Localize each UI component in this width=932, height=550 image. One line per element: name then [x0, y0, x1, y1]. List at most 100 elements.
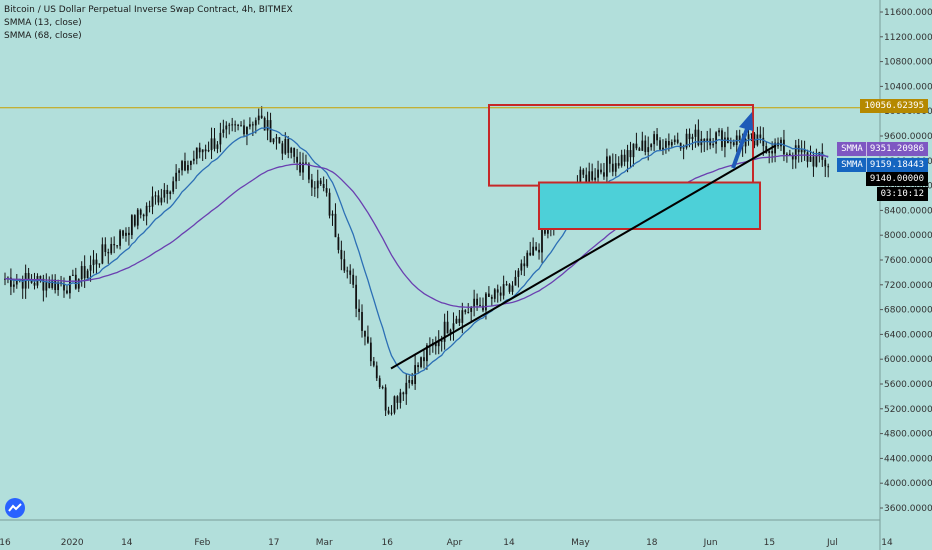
candle-body [225, 125, 228, 130]
candle-body [603, 172, 605, 177]
price-tick-label: 11200.00000 [884, 33, 932, 43]
indicator-smma-68[interactable]: SMMA (68, close) [4, 31, 82, 41]
tradingview-logo-icon[interactable] [5, 498, 25, 518]
candle-body [48, 282, 51, 288]
candle-body [744, 138, 747, 147]
time-tick-label: Apr [447, 538, 463, 548]
candle-body [361, 312, 363, 331]
candle-body [21, 279, 24, 289]
candle-body [387, 410, 390, 414]
candle-body [806, 152, 809, 162]
smma-68-tag-key: SMMA [841, 142, 867, 156]
time-tick-label: Feb [194, 538, 210, 548]
candle-body [381, 387, 384, 389]
indicator-smma-13[interactable]: SMMA (13, close) [4, 18, 82, 28]
chart-legend: Bitcoin / US Dollar Perpetual Inverse Sw… [4, 4, 293, 43]
candle-body [151, 196, 154, 207]
candle-body [187, 165, 189, 171]
candle-body [160, 197, 163, 203]
time-axis[interactable]: 16202014Feb17Mar16Apr14May18Jun15Jul14Au… [0, 519, 932, 548]
candle-body [762, 137, 765, 147]
candle-body [334, 213, 337, 238]
candle-body [266, 120, 269, 131]
candle-body [715, 132, 717, 144]
candle-body [538, 249, 540, 253]
candle-body [771, 151, 774, 154]
time-tick-label: Jul [826, 538, 838, 548]
candle-body [479, 304, 481, 306]
up-arrow-icon[interactable] [731, 112, 753, 169]
candle-body [597, 169, 599, 178]
candle-body [455, 318, 458, 324]
candle-body [234, 124, 237, 126]
candle-body [476, 298, 478, 305]
candle-body [349, 270, 352, 275]
candle-body [145, 205, 148, 217]
candle-body [281, 143, 284, 154]
trendline[interactable] [390, 144, 777, 370]
candle-body [617, 163, 620, 166]
candle-body [667, 141, 670, 146]
price-axis[interactable]: 11600.00000 11200.00000 10800.00000 10400.0… [879, 0, 932, 550]
candle-body [600, 169, 602, 173]
candle-body [358, 308, 360, 313]
candle-body [207, 150, 210, 152]
candle-body [582, 169, 585, 175]
candle-body [228, 124, 231, 126]
candle-body [92, 259, 95, 266]
candle-body [269, 120, 272, 143]
candle-body [251, 124, 254, 126]
last-price-tag: 9140.00000 [865, 172, 928, 186]
candle-body [343, 259, 346, 271]
candle-body [423, 357, 425, 362]
candles [4, 106, 830, 417]
candle-body [653, 134, 656, 145]
candle-body [246, 126, 248, 135]
candle-body [594, 177, 597, 180]
candle-body [39, 276, 42, 279]
candle-body [738, 135, 741, 141]
candle-body [51, 279, 54, 288]
candle-body [166, 189, 169, 194]
candle-body [794, 145, 797, 160]
time-tick-label: 14 [121, 538, 133, 548]
price-tick-label: 6400.00000 [884, 330, 932, 340]
candle-body [682, 147, 685, 149]
candle-body [520, 263, 523, 271]
candle-body [721, 130, 723, 148]
candle-body [440, 340, 443, 342]
candle-body [487, 293, 490, 297]
candle-body [272, 138, 275, 143]
candle-body [467, 311, 470, 313]
candle-body [119, 230, 121, 246]
candle-body [611, 163, 614, 172]
price-tick-label: 4800.00000 [884, 430, 932, 440]
candle-body [355, 284, 358, 309]
candle-body [290, 147, 293, 153]
candle-body [688, 133, 691, 140]
candle-body [302, 162, 304, 173]
price-tick-label: 6000.00000 [884, 355, 932, 365]
candle-body [452, 323, 455, 330]
time-tick-label: 16 [0, 538, 11, 548]
candle-body [110, 243, 113, 254]
candle-body [390, 412, 393, 414]
candle-body [685, 133, 688, 148]
smma-13-line [4, 126, 829, 377]
candle-body [175, 172, 178, 182]
candle-body [473, 298, 476, 308]
support-box[interactable] [538, 181, 761, 230]
candle-body [77, 279, 80, 289]
candle-body [57, 282, 60, 291]
candle-body [420, 357, 422, 368]
time-tick-label: 16 [381, 538, 393, 548]
candle-body [248, 124, 251, 127]
candle-body [446, 321, 449, 334]
candle-body [815, 156, 818, 167]
candle-body [665, 141, 667, 148]
candle-body [237, 124, 239, 126]
candle-body [125, 232, 127, 236]
candle-body [679, 142, 682, 149]
price-tick-label: 8000.00000 [884, 231, 932, 241]
